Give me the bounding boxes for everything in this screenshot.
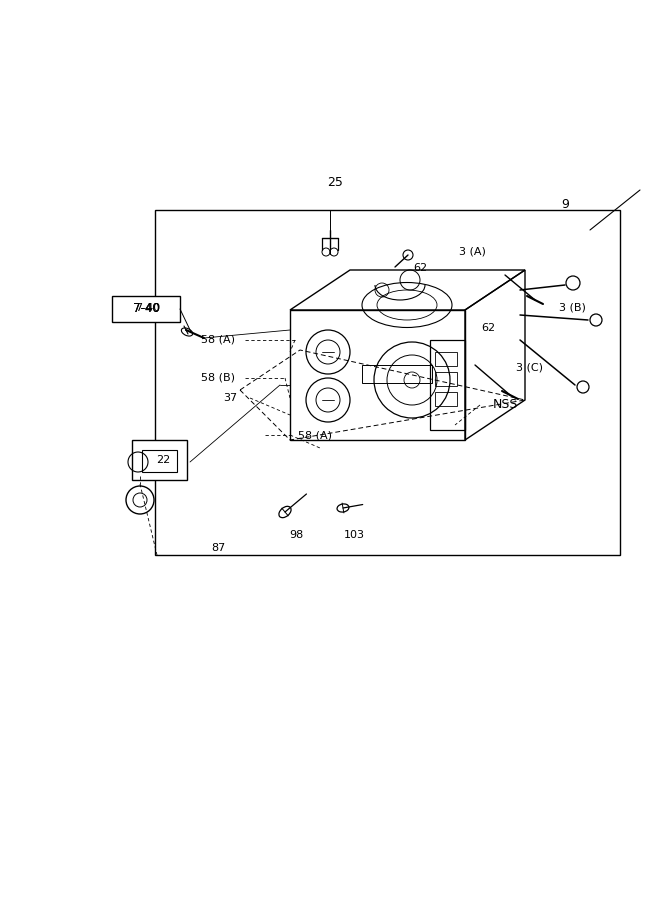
Text: 9: 9 bbox=[561, 199, 569, 212]
Text: 37: 37 bbox=[223, 393, 237, 403]
Bar bbox=[362, 365, 432, 383]
Text: 58 (A): 58 (A) bbox=[201, 335, 235, 345]
Text: 22: 22 bbox=[156, 455, 170, 465]
Bar bbox=[132, 440, 187, 480]
Text: NSS: NSS bbox=[492, 399, 518, 411]
Text: 62: 62 bbox=[413, 263, 427, 273]
Text: 98: 98 bbox=[289, 530, 303, 540]
Text: 7-40: 7-40 bbox=[133, 302, 159, 316]
Bar bbox=[142, 450, 177, 472]
Text: 3 (A): 3 (A) bbox=[459, 247, 486, 257]
Bar bbox=[435, 392, 457, 406]
Text: 87: 87 bbox=[211, 543, 225, 553]
Text: 58 (B): 58 (B) bbox=[201, 373, 235, 383]
Bar bbox=[435, 352, 457, 366]
Text: 7-40: 7-40 bbox=[133, 302, 159, 316]
Text: 58 (A): 58 (A) bbox=[298, 430, 332, 440]
Text: 103: 103 bbox=[344, 530, 364, 540]
Text: 62: 62 bbox=[481, 323, 495, 333]
Bar bbox=[155, 210, 620, 555]
Text: 25: 25 bbox=[327, 176, 343, 188]
Text: 7-40: 7-40 bbox=[135, 303, 161, 313]
Text: 3 (C): 3 (C) bbox=[516, 363, 544, 373]
Bar bbox=[112, 296, 180, 322]
Text: 3 (B): 3 (B) bbox=[558, 303, 586, 313]
Bar bbox=[435, 372, 457, 386]
